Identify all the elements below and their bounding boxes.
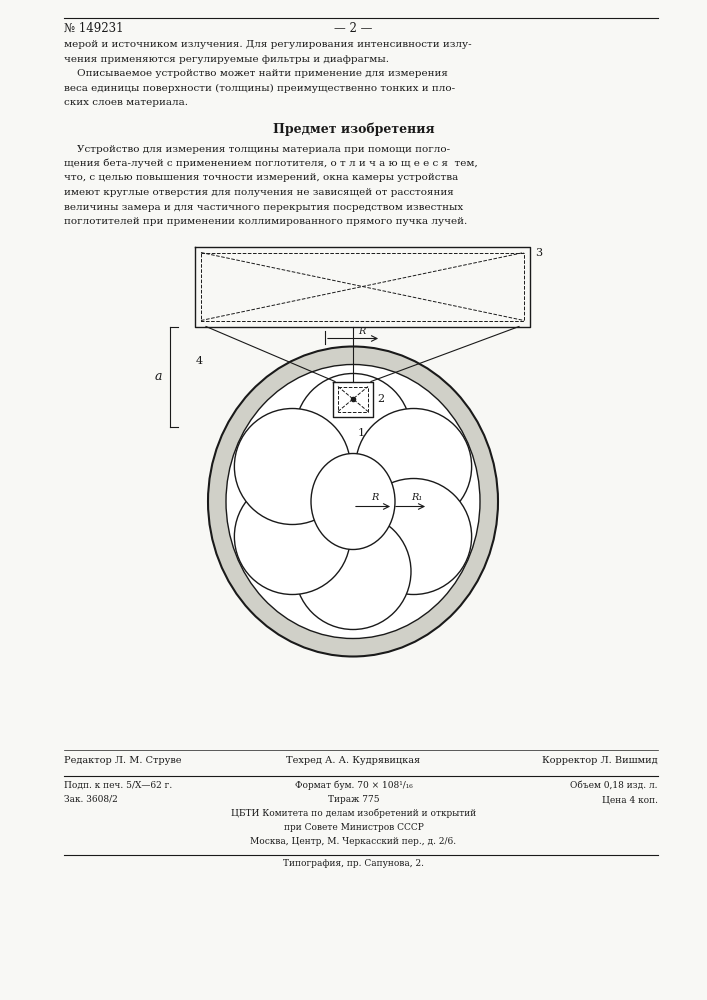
Text: чения применяются регулируемые фильтры и диафрагмы.: чения применяются регулируемые фильтры и… [64, 54, 389, 64]
Text: Предмет изобретения: Предмет изобретения [273, 122, 434, 136]
Circle shape [235, 408, 351, 524]
Text: 1: 1 [358, 428, 365, 438]
Text: Тираж 775: Тираж 775 [327, 795, 380, 804]
Circle shape [235, 479, 351, 594]
Text: имеют круглые отверстия для получения не зависящей от расстояния: имеют круглые отверстия для получения не… [64, 188, 453, 197]
Text: Формат бум. 70 × 108¹/₁₆: Формат бум. 70 × 108¹/₁₆ [295, 781, 412, 790]
Text: R: R [358, 326, 366, 336]
Text: Техред А. А. Кудрявицкая: Техред А. А. Кудрявицкая [286, 756, 421, 765]
Text: поглотителей при применении коллимированного прямого пучка лучей.: поглотителей при применении коллимирован… [64, 217, 467, 226]
Text: ских слоев материала.: ских слоев материала. [64, 98, 187, 107]
Text: Москва, Центр, М. Черкасский пер., д. 2/6.: Москва, Центр, М. Черкасский пер., д. 2/… [250, 837, 457, 846]
Text: ЦБТИ Комитета по делам изобретений и открытий: ЦБТИ Комитета по делам изобретений и отк… [231, 809, 476, 818]
Ellipse shape [311, 454, 395, 550]
Text: R₁: R₁ [411, 493, 422, 502]
Text: — 2 —: — 2 — [334, 22, 373, 35]
Text: при Совете Министров СССР: при Совете Министров СССР [284, 823, 423, 832]
Text: 3: 3 [535, 248, 542, 258]
Text: щения бета-лучей с применением поглотителя, о т л и ч а ю щ е е с я  тем,: щения бета-лучей с применением поглотите… [64, 159, 477, 168]
Text: 2: 2 [377, 394, 384, 404]
Text: Типография, пр. Сапунова, 2.: Типография, пр. Сапунова, 2. [283, 859, 424, 868]
Text: Зак. 3608/2: Зак. 3608/2 [64, 795, 117, 804]
Circle shape [295, 514, 411, 630]
Circle shape [295, 373, 411, 489]
Text: Подп. к печ. 5/X—62 г.: Подп. к печ. 5/X—62 г. [64, 781, 172, 790]
Text: Устройство для измерения толщины материала при помощи погло-: Устройство для измерения толщины материа… [64, 144, 450, 153]
Text: № 149231: № 149231 [64, 22, 123, 35]
Text: Корректор Л. Вишмид: Корректор Л. Вишмид [542, 756, 658, 765]
Text: мерой и источником излучения. Для регулирования интенсивности излу-: мерой и источником излучения. Для регули… [64, 40, 472, 49]
Text: что, с целью повышения точности измерений, окна камеры устройства: что, с целью повышения точности измерени… [64, 174, 458, 182]
Circle shape [356, 479, 472, 594]
Text: Цена 4 коп.: Цена 4 коп. [602, 795, 658, 804]
Text: величины замера и для частичного перекрытия посредством известных: величины замера и для частичного перекры… [64, 202, 463, 212]
Text: Редактор Л. М. Струве: Редактор Л. М. Струве [64, 756, 181, 765]
Text: Объем 0,18 изд. л.: Объем 0,18 изд. л. [570, 781, 658, 790]
Ellipse shape [226, 364, 480, 639]
Text: a: a [155, 370, 162, 383]
Circle shape [356, 408, 472, 524]
Text: веса единицы поверхности (толщины) преимущественно тонких и пло-: веса единицы поверхности (толщины) преим… [64, 84, 455, 93]
Ellipse shape [208, 347, 498, 656]
Text: R: R [371, 493, 378, 502]
Text: Описываемое устройство может найти применение для измерения: Описываемое устройство может найти приме… [64, 69, 448, 78]
Text: 4: 4 [196, 357, 203, 366]
